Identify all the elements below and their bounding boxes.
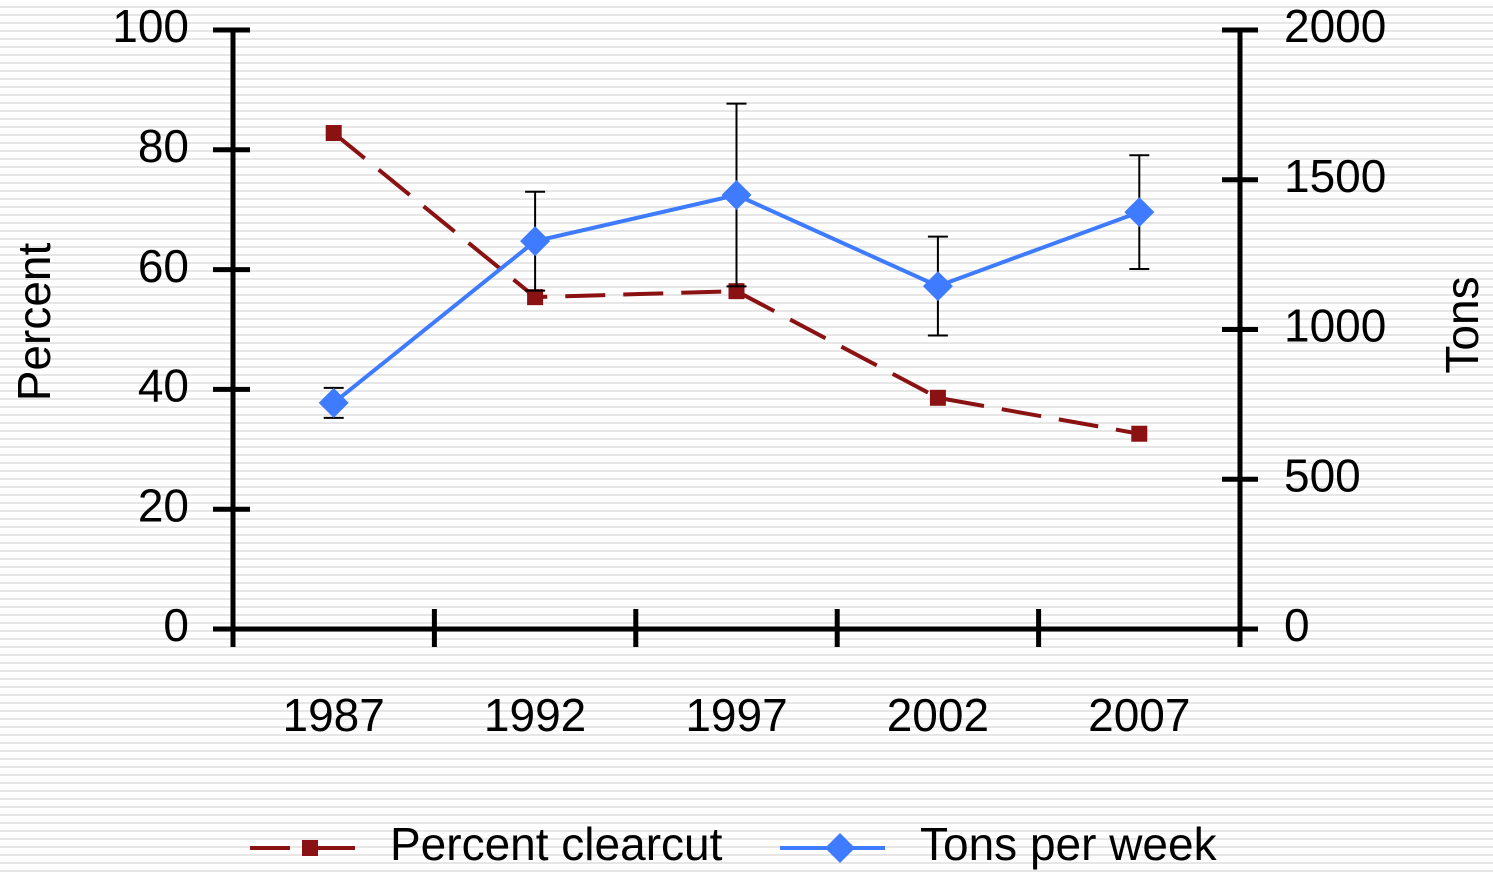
marker (520, 226, 551, 257)
x-tick-label: 1987 (283, 689, 385, 741)
y2-tick-label: 1500 (1284, 150, 1386, 202)
marker (922, 271, 953, 302)
y-tick-label: 20 (138, 479, 189, 531)
series-line (332, 131, 1140, 436)
x-tick-label: 1992 (484, 689, 586, 741)
marker (527, 289, 544, 306)
y2-tick-label: 1000 (1284, 300, 1386, 352)
x-tick-label: 1997 (685, 689, 787, 741)
marker (721, 180, 752, 211)
y-tick-label: 40 (138, 360, 189, 412)
legend-label: Percent clearcut (390, 818, 723, 870)
y2-tick-label: 500 (1284, 449, 1361, 501)
legend-label: Tons per week (920, 818, 1218, 870)
x-tick-label: 2002 (887, 689, 989, 741)
marker (325, 125, 342, 142)
legend-marker (825, 833, 855, 863)
y-tick-label: 100 (112, 0, 189, 52)
x-tick-label: 2007 (1088, 689, 1190, 741)
y-tick-label: 60 (138, 240, 189, 292)
y2-tick-label: 2000 (1284, 0, 1386, 52)
legend-marker (302, 840, 318, 856)
y-tick-label: 0 (163, 599, 189, 651)
marker (318, 387, 349, 418)
y-tick-label: 80 (138, 120, 189, 172)
marker (929, 389, 946, 406)
y2-tick-label: 0 (1284, 599, 1310, 651)
y2-axis-label: Tons (1436, 276, 1488, 373)
marker (1131, 425, 1148, 442)
y-axis-label: Percent (8, 243, 60, 402)
marker (1124, 197, 1155, 228)
